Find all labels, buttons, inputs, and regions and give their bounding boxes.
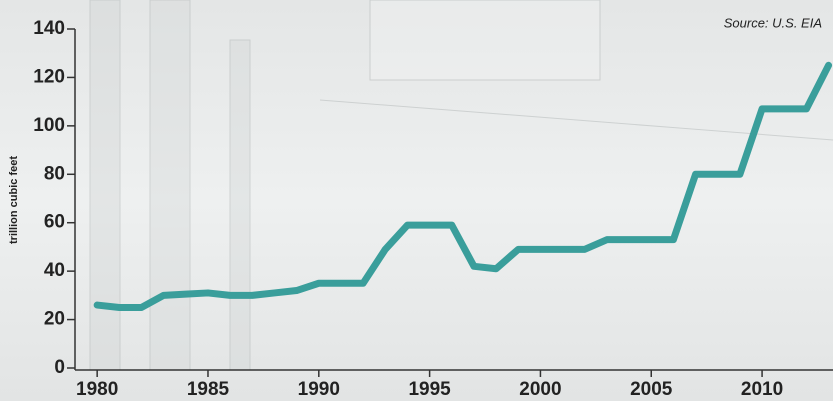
y-axis-label: trillion cubic feet	[8, 156, 20, 244]
x-tick-label: 2005	[630, 379, 673, 400]
x-tick-label: 1985	[187, 379, 230, 400]
y-tick-label: 20	[44, 309, 65, 330]
x-tick-label: 1980	[76, 379, 118, 400]
y-tick-label: 100	[33, 115, 65, 136]
y-tick-label: 40	[44, 260, 65, 281]
x-tick-label: 1995	[408, 379, 451, 400]
y-tick-label: 120	[33, 66, 65, 87]
y-tick-label: 140	[33, 18, 65, 39]
source: Source: U.S. EIA	[724, 15, 822, 30]
data-line	[93, 61, 833, 311]
x-tick-label: 2000	[519, 379, 561, 400]
x-tick-label: 1990	[298, 379, 340, 400]
x-tick-label: 2010	[741, 379, 783, 400]
y-tick-label: 80	[44, 163, 65, 184]
background-photo	[89, 0, 833, 371]
y-tick-label: 0	[54, 357, 65, 378]
y-tick-label: 60	[44, 212, 65, 233]
